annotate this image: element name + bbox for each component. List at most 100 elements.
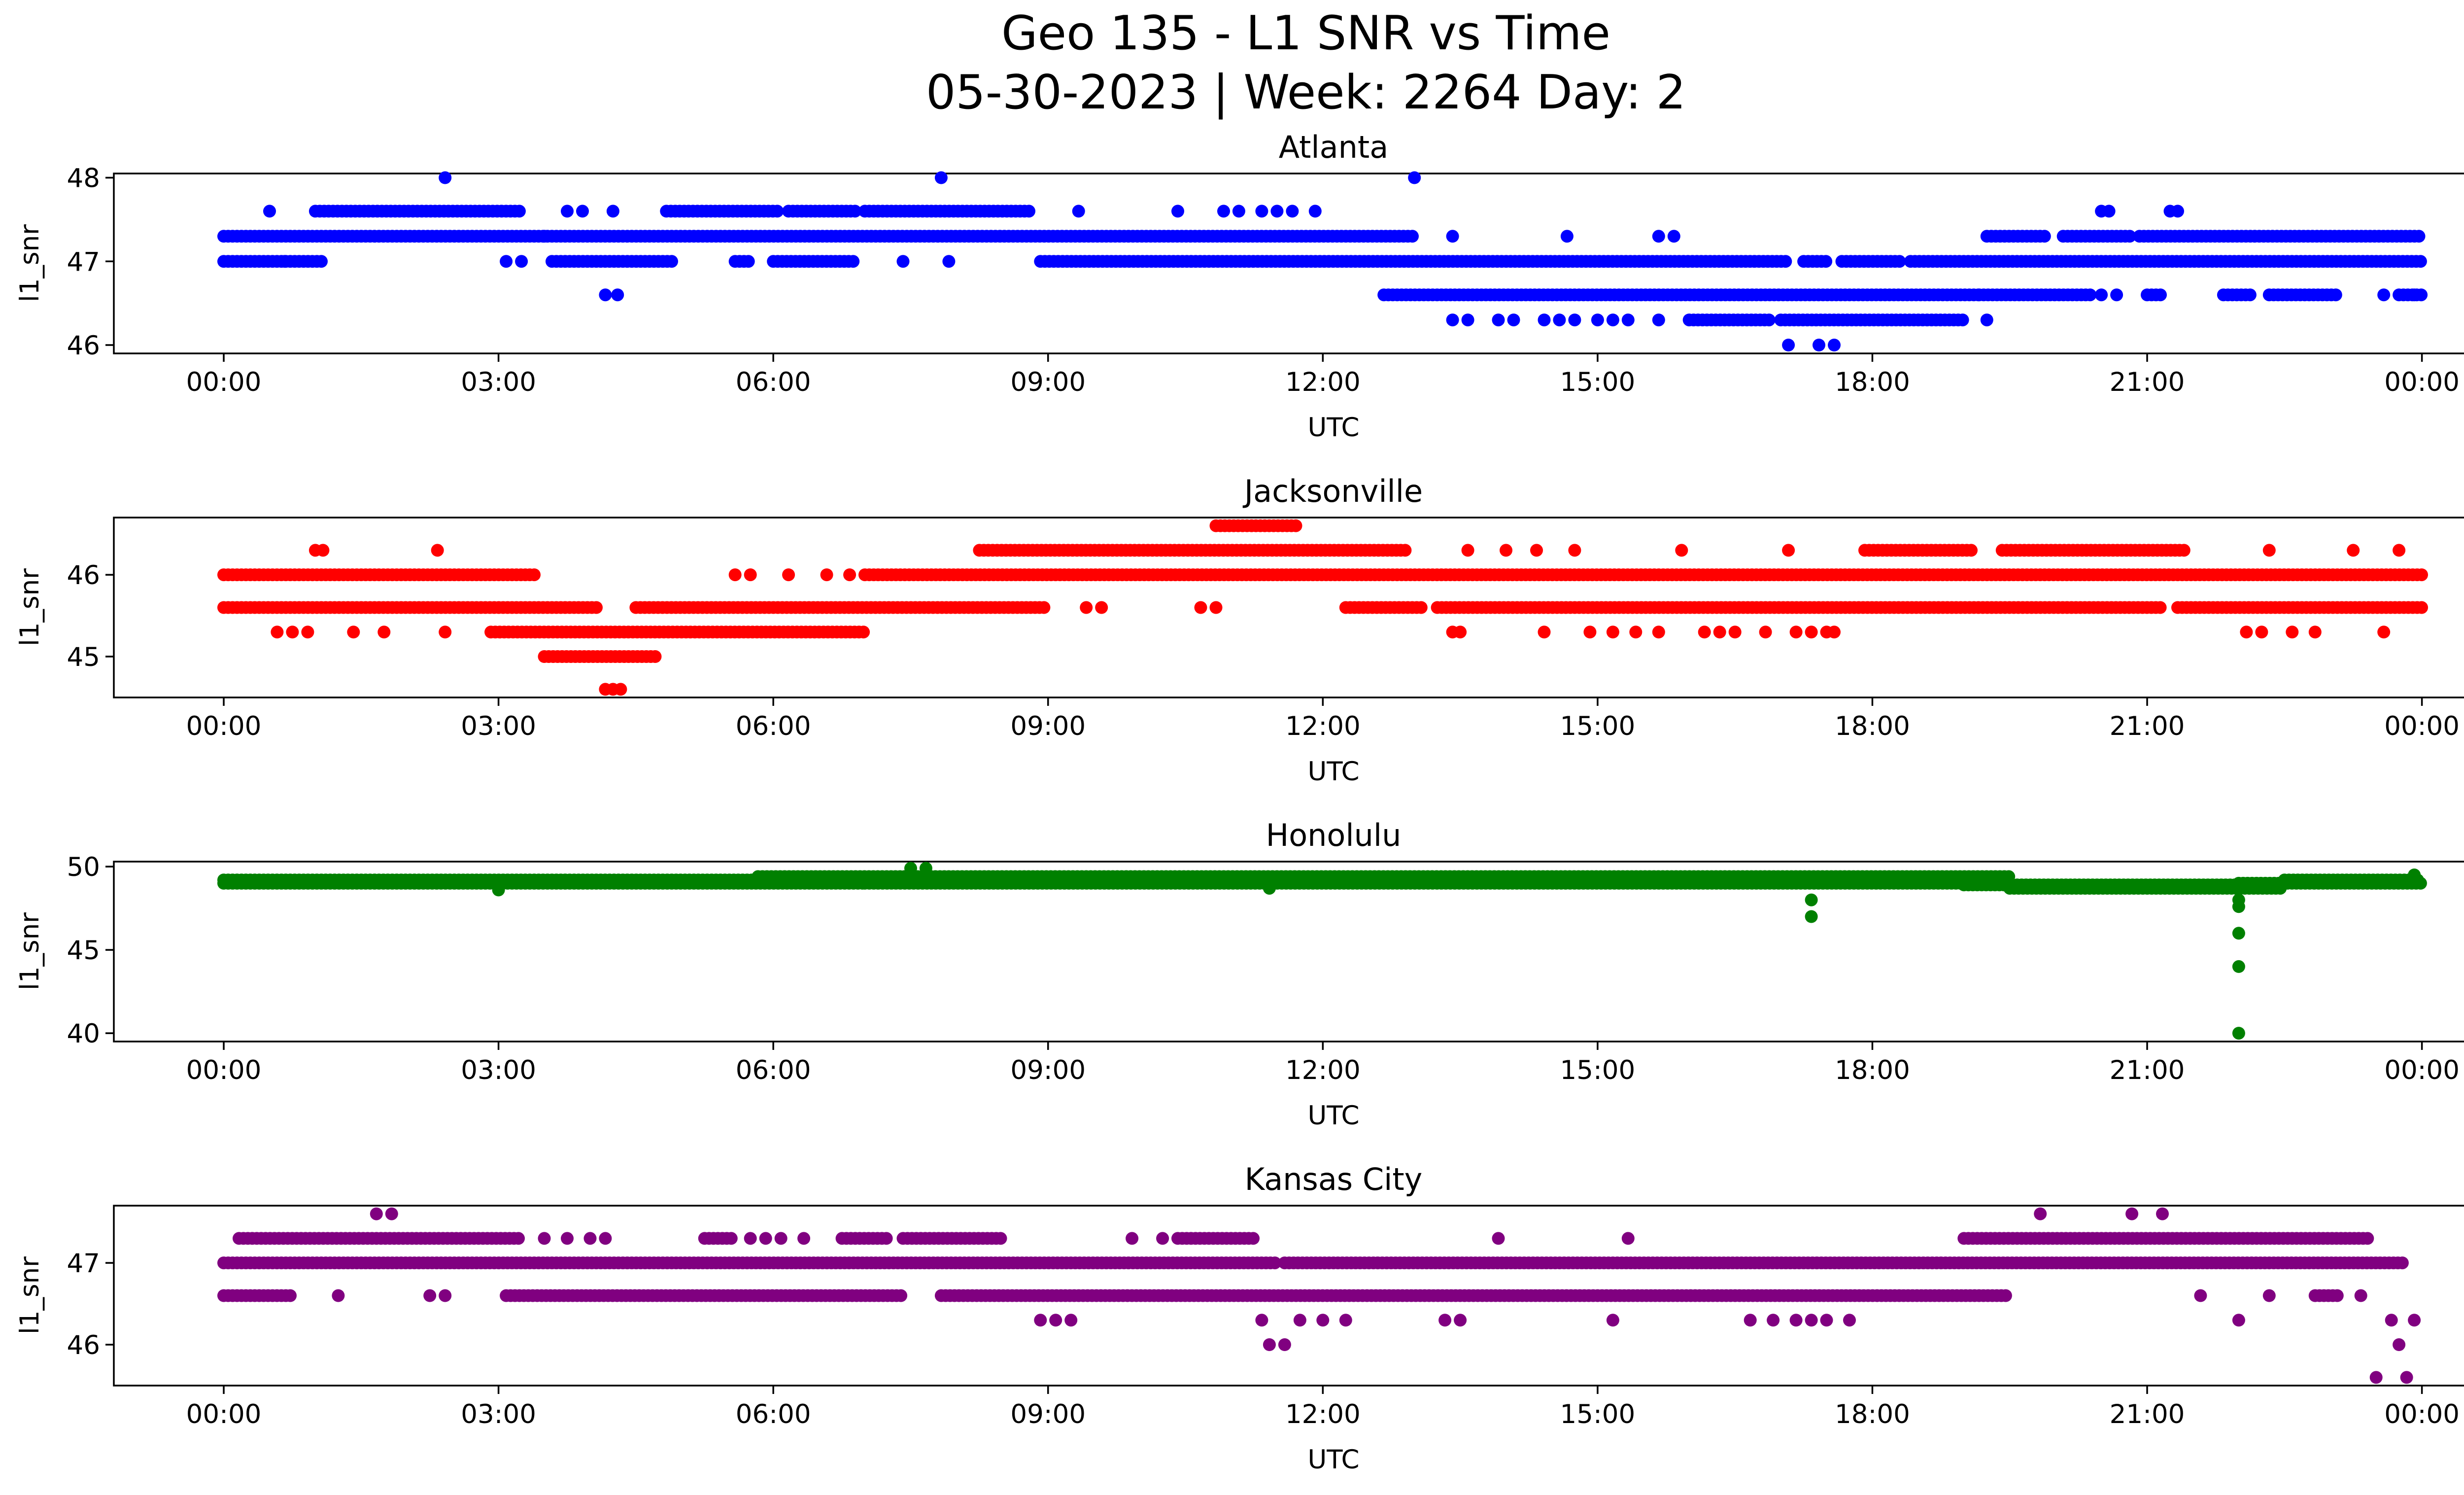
jacksonville-point-1165 [1675, 544, 1688, 557]
kansas-city-point-678 [880, 1232, 893, 1245]
kansas-city-point-1080 [1293, 1314, 1306, 1327]
jacksonville-point-1009 [2154, 601, 2167, 614]
kansas-city-point-1076 [1156, 1232, 1169, 1245]
jacksonville-point-1163 [1629, 626, 1643, 639]
kansas-city-point-1104 [2400, 1371, 2413, 1384]
jacksonville-point-70 [528, 568, 541, 582]
subplot-title-atlanta: Atlanta [1279, 129, 1388, 165]
kansas-city-point-1052 [2361, 1232, 2374, 1245]
jacksonville-point-1144 [614, 683, 627, 696]
atlanta-point-779 [1819, 255, 1833, 268]
kansas-city-point-1059 [332, 1289, 345, 1302]
jacksonville-point-1180 [2347, 544, 2360, 557]
atlanta-point-1172 [2377, 288, 2391, 302]
atlanta-point-1000 [2123, 230, 2136, 243]
jacksonville-point-1150 [1080, 601, 1093, 614]
x-axis-honolulu: 00:00 03:00 06:00 09:00 12:00 15:00 18:00 21:00… [186, 1042, 2460, 1085]
atlanta-point-984 [2038, 230, 2051, 243]
honolulu-x-tick-label-7: 21:00 [2110, 1055, 2185, 1085]
atlanta-point-1150 [1492, 313, 1505, 327]
atlanta-point-1170 [2095, 288, 2108, 302]
kansas-city-point-1065 [561, 1232, 574, 1245]
atlanta-point-1161 [1667, 230, 1680, 243]
atlanta-point-1136 [934, 171, 948, 184]
x-axis-jacksonville: 00:00 03:00 06:00 09:00 12:00 15:00 18:00 21:00… [186, 697, 2460, 741]
atlanta-point-1140 [1217, 205, 1230, 218]
plot-area-jacksonville [113, 517, 2464, 698]
atlanta-x-tick-label-8: 00:00 [2384, 367, 2460, 397]
jacksonville-point-1182 [2393, 544, 2406, 557]
atlanta-point-1159 [1560, 230, 1574, 243]
atlanta-point-1144 [1286, 205, 1299, 218]
honolulu-y-tick-label-1: 45 [67, 936, 100, 966]
atlanta-point-338 [513, 205, 526, 218]
kansas-city-point-1077 [1255, 1314, 1268, 1327]
kansas-city-point-490 [2396, 1256, 2409, 1270]
kansas-city-point-1088 [1744, 1314, 1757, 1327]
kansas-city-point-1082 [1339, 1314, 1352, 1327]
atlanta-point-1167 [2102, 205, 2116, 218]
kansas-city-x-tick-label-6: 18:00 [1835, 1399, 1910, 1429]
kansas-city-y-tick-label-1: 47 [67, 1249, 100, 1279]
kansas-city-point-1079 [1278, 1338, 1291, 1351]
atlanta-point-970 [2414, 255, 2427, 268]
atlanta-point-268 [1406, 230, 1419, 243]
kansas-city-x-tick-label-7: 21:00 [2110, 1399, 2185, 1429]
kansas-city-x-tick-label-0: 00:00 [186, 1399, 262, 1429]
atlanta-point-1090 [2084, 288, 2097, 302]
subplot-atlanta: Atlanta 00:00 03:00 06:00 09:00 12:00 15:00 18… [15, 129, 2464, 443]
atlanta-point-1148 [1446, 313, 1459, 327]
jacksonville-x-tick-label-5: 15:00 [1560, 711, 1636, 741]
kansas-city-point-1084 [1454, 1314, 1467, 1327]
jacksonville-point-1161 [1583, 626, 1597, 639]
atlanta-point-1125 [278, 255, 291, 268]
jacksonville-x-tick-label-3: 09:00 [1010, 711, 1086, 741]
atlanta-point-469 [1023, 205, 1035, 218]
atlanta-point-1117 [2329, 288, 2342, 302]
atlanta-point-1141 [1232, 205, 1245, 218]
atlanta-point-1154 [1568, 313, 1581, 327]
jacksonville-point-1133 [271, 626, 284, 639]
kansas-city-point-1094 [2034, 1207, 2047, 1220]
jacksonville-x-tick-label-8: 00:00 [2384, 711, 2460, 741]
honolulu-point-1131 [2232, 1027, 2245, 1040]
kansas-city-point-1073 [1049, 1314, 1062, 1327]
honolulu-x-tick-label-6: 18:00 [1835, 1055, 1910, 1085]
x-axis-label-jacksonville: UTC [1307, 757, 1359, 787]
kansas-city-point-1090 [1789, 1314, 1803, 1327]
kansas-city-point-1092 [1820, 1314, 1833, 1327]
atlanta-point-366 [665, 255, 678, 268]
kansas-city-point-1087 [1621, 1232, 1635, 1245]
atlanta-point-1128 [515, 255, 528, 268]
jacksonville-point-827 [1289, 519, 1302, 532]
jacksonville-point-808 [1399, 544, 1412, 557]
atlanta-point-431 [849, 205, 862, 218]
atlanta-point-1145 [1308, 205, 1322, 218]
jacksonville-point-1146 [744, 568, 757, 582]
y-axis-label-jacksonville: l1_snr [15, 568, 45, 646]
kansas-city-point-1099 [2262, 1289, 2276, 1302]
atlanta-point-1129 [538, 230, 551, 243]
atlanta-x-tick-label-2: 06:00 [736, 367, 811, 397]
kansas-city-point-1058 [2330, 1289, 2344, 1302]
kansas-city-point-1062 [423, 1289, 437, 1302]
atlanta-point-1164 [1828, 339, 1841, 351]
atlanta-point-1131 [576, 205, 589, 218]
atlanta-point-1137 [942, 255, 956, 268]
jacksonville-point-1171 [1789, 626, 1803, 639]
subplot-title-honolulu: Honolulu [1266, 817, 1402, 853]
kansas-city-x-tick-label-5: 15:00 [1560, 1399, 1636, 1429]
honolulu-x-tick-label-5: 15:00 [1560, 1055, 1636, 1085]
jacksonville-point-1178 [2286, 626, 2299, 639]
atlanta-point-1163 [1813, 339, 1825, 351]
kansas-city-x-tick-label-2: 06:00 [736, 1399, 811, 1429]
jacksonville-point-1172 [1805, 626, 1818, 639]
jacksonville-point-1166 [1698, 626, 1711, 639]
jacksonville-point-1155 [1454, 626, 1467, 639]
atlanta-point-793 [1893, 255, 1906, 268]
kansas-city-x-tick-label-1: 03:00 [461, 1399, 536, 1429]
kansas-city-point-1091 [1805, 1314, 1818, 1327]
